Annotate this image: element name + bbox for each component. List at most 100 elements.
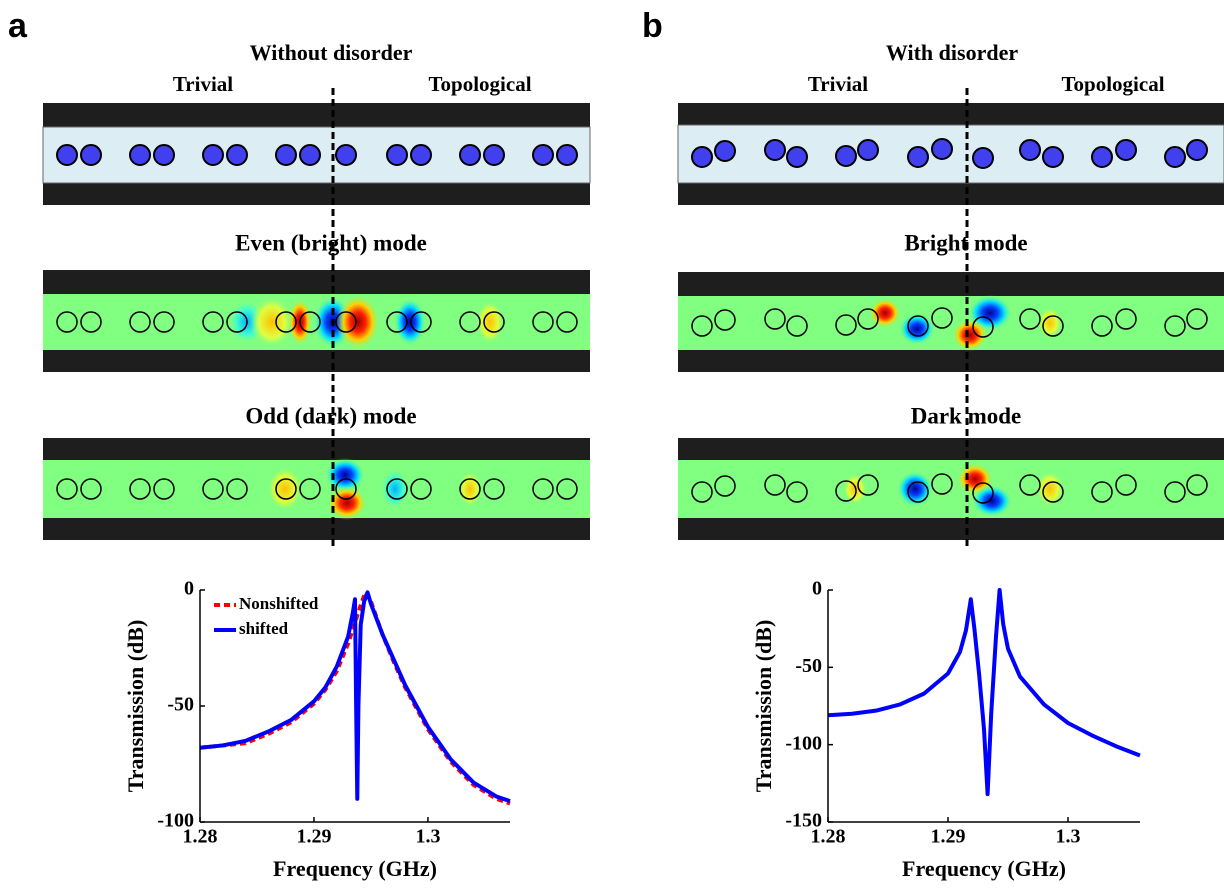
resonator-outline [153,311,175,333]
waveguide-wall [678,272,1224,296]
resonator-outline [714,309,736,331]
resonator-outline [1019,474,1041,496]
resonator [1164,146,1186,168]
resonator [483,144,505,166]
y-axis-label: Transmission (dB) [751,620,776,793]
y-tick-label: 0 [184,578,194,600]
resonator-outline [1042,315,1064,337]
resonator [764,139,786,161]
resonator [556,144,578,166]
resonator-outline [410,478,432,500]
region-label: Topological [1061,72,1164,96]
resonator-outline [335,478,357,500]
resonator [1115,139,1137,161]
waveguide-wall [43,103,590,127]
x-tick-label: 1.3 [415,826,440,848]
resonator [972,147,994,169]
resonator-outline [907,481,929,503]
resonator [153,144,175,166]
resonator [835,145,857,167]
waveguide-wall [43,518,590,540]
resonator-outline [202,311,224,333]
resonator [386,144,408,166]
waveguide-wall [678,438,1224,460]
resonator-outline [764,474,786,496]
resonator-outline [202,478,224,500]
resonator-outline [299,478,321,500]
field-lobe [476,300,504,344]
panel-label: a [8,7,28,45]
mode-title: Dark mode [911,403,1022,428]
mode-title: Odd (dark) mode [245,403,416,428]
field-lobe [899,313,935,345]
resonator-outline [1091,481,1113,503]
resonator-outline [786,315,808,337]
resonator [335,144,357,166]
x-tick-label: 1.28 [183,826,218,848]
resonator-outline [275,311,297,333]
resonator-outline [532,311,554,333]
resonator-outline [56,311,78,333]
diagrams [42,88,1224,550]
waveguide-wall [678,103,1224,125]
resonator [202,144,224,166]
resonator-outline [1115,308,1137,330]
resonator-outline [275,478,297,500]
y-tick-label: -50 [167,694,194,716]
resonator-outline [1164,315,1186,337]
resonator [275,144,297,166]
x-tick-label: 1.28 [811,826,846,848]
field-lobe [381,469,409,509]
waveguide-wall [678,183,1224,205]
resonator-outline [1186,308,1208,330]
mode-title: Bright mode [904,230,1027,255]
resonator-outline [1091,315,1113,337]
resonator-outline [532,478,554,500]
resonator-outline [931,307,953,329]
x-tick-label: 1.3 [1056,826,1081,848]
waveguide-wall [43,270,590,294]
resonator [1091,146,1113,168]
resonator-outline [1115,474,1137,496]
resonator-outline [556,478,578,500]
field-lobe [1036,471,1064,507]
resonator-outline [931,473,953,495]
series-line [827,588,1141,797]
x-axis-label: Frequency (GHz) [902,856,1066,881]
resonator-outline [691,481,713,503]
resonator-outline [556,311,578,333]
resonator-outline [386,478,408,500]
region-label: Trivial [173,72,233,96]
y-axis-label: Transmission (dB) [123,620,148,793]
resonator [857,139,879,161]
resonator [691,146,713,168]
resonator-outline [153,478,175,500]
resonator [1186,139,1208,161]
y-tick-label: 0 [812,578,822,600]
mode-title: Even (bright) mode [235,230,427,255]
resonator-outline [714,475,736,497]
field-lobe [897,471,933,507]
resonator [410,144,432,166]
y-tick-label: -150 [785,810,822,832]
resonator [786,146,808,168]
field-lobe [327,486,367,520]
resonator [299,144,321,166]
resonator-outline [335,311,357,333]
resonator [1042,146,1064,168]
resonator-outline [80,478,102,500]
resonator-outline [1019,308,1041,330]
resonator [1019,139,1041,161]
waveguide-wall [43,183,590,205]
region-label: Trivial [808,72,868,96]
resonator-outline [483,478,505,500]
resonator [931,138,953,160]
x-tick-label: 1.29 [931,826,966,848]
resonator-outline [410,311,432,333]
field-map [43,460,590,518]
field-lobe [394,298,426,346]
field-lobe [336,294,380,350]
field-lobe [250,296,294,348]
resonator-outline [972,316,994,338]
